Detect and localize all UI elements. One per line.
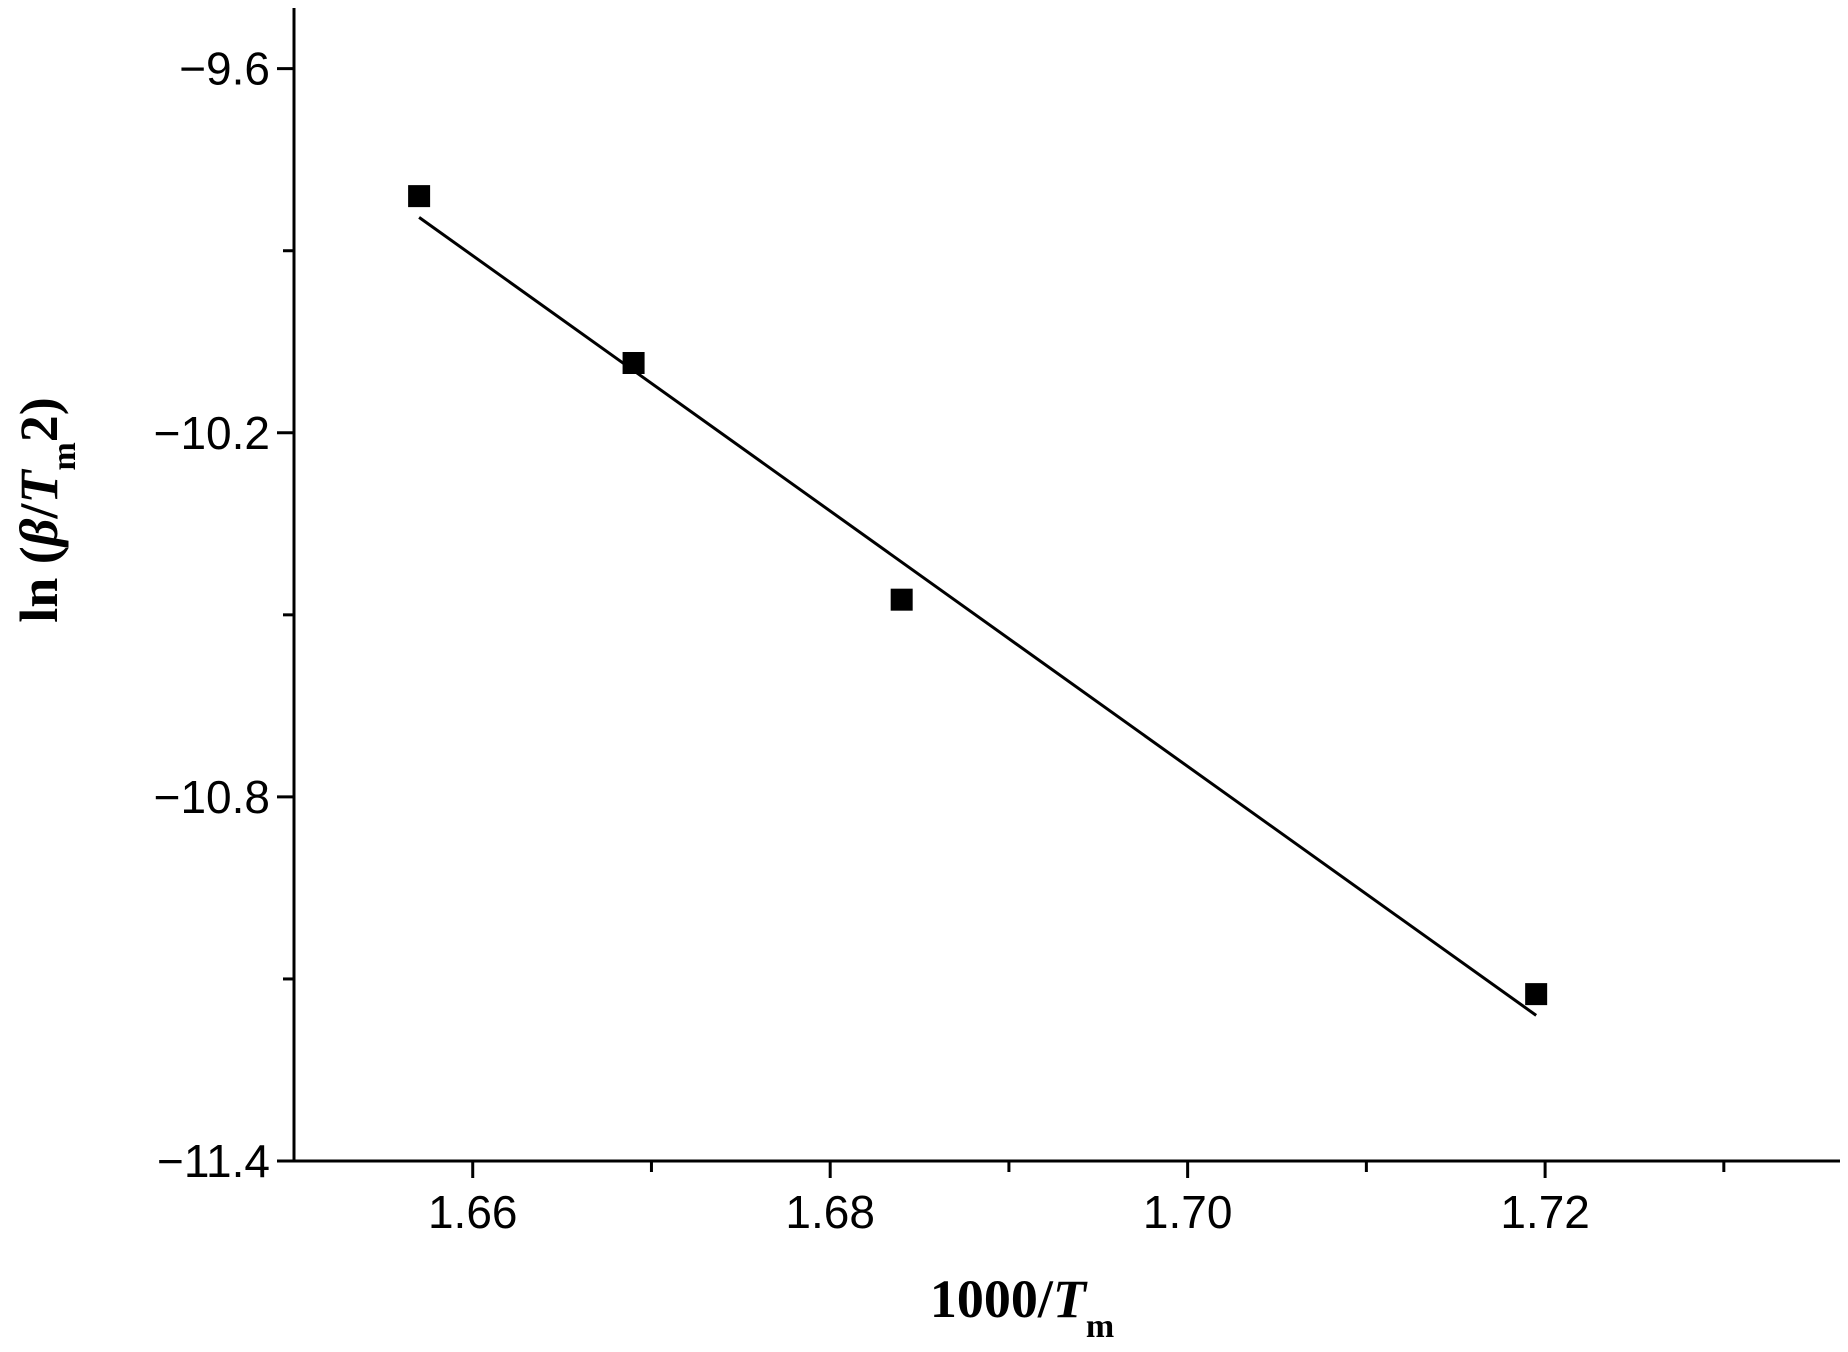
plot-axes — [292, 8, 1840, 1163]
x-tick-label: 1.68 — [785, 1186, 875, 1238]
plot-points — [408, 185, 1548, 1006]
x-axis-title: 1000/Tm — [930, 1269, 1114, 1345]
linear-fit-line — [418, 216, 1538, 1017]
x-tick-label: 1.70 — [1143, 1186, 1233, 1238]
data-point — [890, 588, 913, 611]
y-tick-label: −10.2 — [154, 407, 270, 459]
plot-ticks: 1.66 1.68 1.70 1.72 −9.6 −10.2 −10.8 −11.4 — [154, 43, 1726, 1238]
y-tick-label: −10.8 — [154, 771, 270, 823]
plot-fit — [418, 216, 1538, 1017]
data-point — [622, 352, 645, 375]
y-axis-title: ln (β/Tm2) — [9, 397, 83, 623]
x-tick-label: 1.72 — [1500, 1186, 1590, 1238]
x-tick-label: 1.66 — [428, 1186, 518, 1238]
y-tick-label: −11.4 — [157, 1135, 270, 1187]
data-point — [408, 185, 431, 208]
data-point — [1525, 983, 1548, 1006]
y-tick-label: −9.6 — [179, 43, 270, 95]
